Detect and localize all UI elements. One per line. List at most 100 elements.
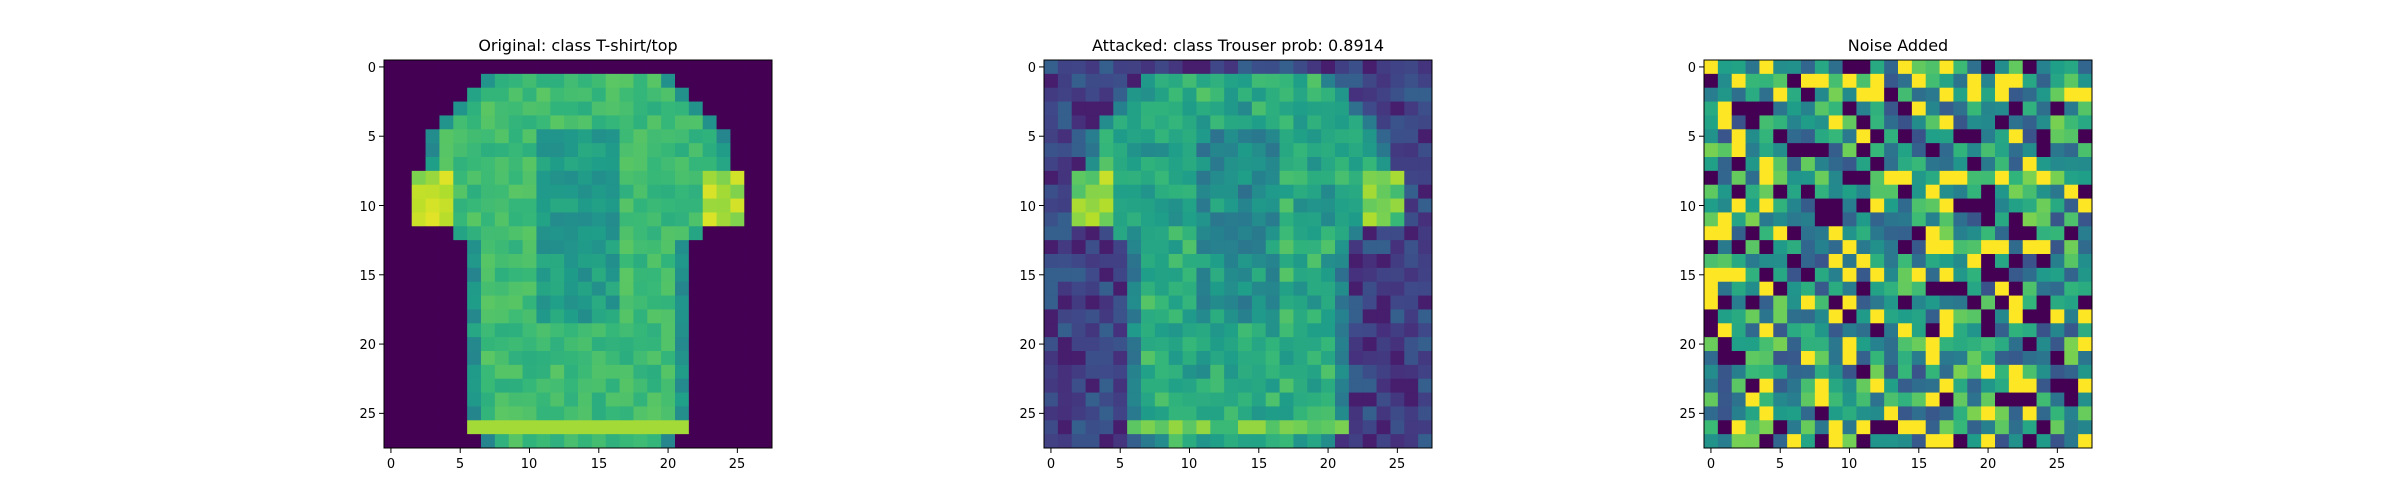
- pixel-cell: [1717, 309, 1733, 324]
- pixel-cell: [1884, 101, 1899, 116]
- pixel-cell: [1141, 351, 1156, 366]
- pixel-cell: [2078, 378, 2093, 394]
- pixel-cell: [1981, 392, 1996, 407]
- pixel-cell: [1057, 295, 1073, 310]
- pixel-cell: [716, 392, 731, 407]
- pixel-cell: [384, 143, 399, 158]
- pixel-cell: [1265, 240, 1281, 255]
- pixel-cell: [1154, 434, 1170, 449]
- pixel-cell: [536, 240, 551, 255]
- pixel-cell: [1967, 226, 1982, 241]
- pixel-cell: [1981, 364, 1996, 380]
- pixel-cell: [1141, 254, 1156, 269]
- pixel-cell: [1127, 351, 1142, 366]
- pixel-cell: [453, 267, 468, 283]
- pixel-cell: [716, 295, 731, 310]
- pixel-cell: [1238, 87, 1253, 103]
- pixel-cell: [1376, 115, 1391, 130]
- pixel-cell: [1085, 115, 1100, 130]
- pixel-cell: [1154, 392, 1170, 407]
- pixel-cell: [578, 60, 593, 75]
- pixel-cell: [1953, 170, 1968, 186]
- pixel-cell: [1773, 198, 1788, 213]
- pixel-cell: [1967, 281, 1982, 297]
- pixel-cell: [1953, 267, 1968, 283]
- pixel-cell: [2050, 87, 2065, 103]
- pixel-cell: [1335, 240, 1350, 255]
- pixel-cell: [1057, 351, 1073, 366]
- pixel-cell: [536, 198, 551, 213]
- pixel-cell: [1057, 281, 1073, 297]
- pixel-cell: [1154, 87, 1170, 103]
- pixel-cell: [605, 198, 621, 213]
- pixel-cell: [2022, 129, 2038, 144]
- pixel-cell: [1745, 281, 1760, 297]
- pixel-cell: [1953, 115, 1968, 130]
- pixel-cell: [1759, 198, 1774, 213]
- pixel-cell: [1224, 309, 1239, 324]
- pixel-cell: [1939, 364, 1954, 380]
- pixel-cell: [1967, 157, 1982, 172]
- pixel-cell: [1787, 101, 1802, 116]
- pixel-cell: [1759, 226, 1774, 241]
- pixel-cell: [744, 309, 759, 324]
- pixel-cell: [1953, 434, 1968, 449]
- pixel-cell: [411, 434, 427, 449]
- pixel-cell: [1293, 337, 1308, 352]
- pixel-cell: [1856, 254, 1871, 269]
- pixel-cell: [1745, 295, 1760, 310]
- pixel-cell: [508, 60, 524, 75]
- pixel-cell: [467, 406, 482, 421]
- pixel-cell: [605, 351, 621, 366]
- pixel-cell: [1057, 378, 1073, 394]
- pixel-cell: [1856, 87, 1871, 103]
- pixel-cell: [1870, 87, 1885, 103]
- pixel-cell: [1307, 184, 1322, 200]
- pixel-cell: [1141, 378, 1156, 394]
- pixel-cell: [730, 184, 745, 200]
- pixel-cell: [1731, 364, 1747, 380]
- pixel-cell: [578, 184, 593, 200]
- pixel-cell: [2064, 254, 2079, 269]
- pixel-cell: [1182, 364, 1197, 380]
- pixel-cell: [1210, 115, 1225, 130]
- pixel-cell: [1085, 254, 1100, 269]
- pixel-cell: [1787, 434, 1802, 449]
- pixel-cell: [591, 434, 607, 449]
- pixel-cell: [1251, 115, 1267, 130]
- pixel-cell: [688, 323, 704, 338]
- pixel-cell: [1196, 309, 1211, 324]
- pixel-cell: [1967, 364, 1982, 380]
- pixel-cell: [1759, 115, 1774, 130]
- pixel-cell: [1182, 129, 1197, 144]
- pixel-cell: [1925, 170, 1941, 186]
- pixel-cell: [550, 351, 565, 366]
- pixel-cell: [1113, 212, 1128, 227]
- pixel-cell: [675, 60, 690, 75]
- pixel-cell: [550, 281, 565, 297]
- pixel-cell: [564, 351, 579, 366]
- pixel-cell: [2064, 392, 2079, 407]
- pixel-cell: [1293, 295, 1308, 310]
- pixel-cell: [1745, 267, 1760, 283]
- pixel-cell: [688, 157, 704, 172]
- pixel-cell: [688, 184, 704, 200]
- pixel-cell: [536, 267, 551, 283]
- pixel-cell: [1717, 143, 1733, 158]
- pixel-cell: [716, 143, 731, 158]
- pixel-cell: [1870, 129, 1885, 144]
- pixel-cell: [633, 267, 648, 283]
- pixel-cell: [578, 378, 593, 394]
- pixel-cell: [384, 406, 399, 421]
- pixel-cell: [2050, 323, 2065, 338]
- pixel-cell: [1127, 281, 1142, 297]
- pixel-cell: [1196, 254, 1211, 269]
- pixel-cell: [675, 434, 690, 449]
- pixel-cell: [1362, 157, 1378, 172]
- pixel-cell: [1745, 337, 1760, 352]
- pixel-cell: [2064, 198, 2079, 213]
- pixel-cell: [564, 309, 579, 324]
- pixel-cell: [397, 101, 413, 116]
- pixel-cell: [1884, 295, 1899, 310]
